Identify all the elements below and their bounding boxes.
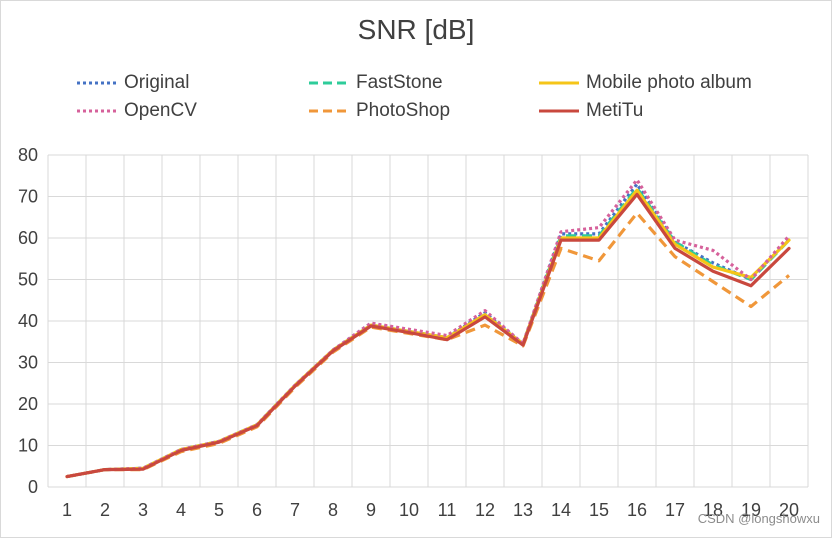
series-line-opencv — [66, 178, 791, 479]
watermark: CSDN @longshowxu — [697, 511, 820, 526]
y-tick-label: 20 — [18, 394, 38, 414]
legend-item-original: Original — [76, 71, 189, 95]
x-tick-label: 14 — [551, 500, 571, 520]
x-tick-label: 19 — [741, 500, 761, 520]
y-tick-label: 80 — [18, 145, 38, 165]
x-tick-label: 15 — [589, 500, 609, 520]
legend-swatch-opencv — [77, 109, 117, 113]
x-tick-label: 12 — [475, 500, 495, 520]
legend-label-original: Original — [124, 72, 190, 93]
series-line-metitu — [65, 192, 791, 479]
legend-swatch-faststone — [309, 81, 349, 85]
chart-title: SNR [dB] — [357, 14, 475, 45]
x-tick-label: 6 — [252, 500, 262, 520]
x-tick-label: 9 — [366, 500, 376, 520]
x-tick-label: 20 — [779, 500, 799, 520]
y-tick-label: 60 — [18, 228, 38, 248]
legend-label-faststone: FastStone — [356, 72, 443, 93]
y-tick-label: 30 — [18, 353, 38, 373]
legend-swatch-photoshop — [309, 109, 349, 113]
y-tick-label: 10 — [18, 436, 38, 456]
x-tick-label: 18 — [703, 500, 723, 520]
y-tick-label: 70 — [18, 187, 38, 207]
legend-item-metitu: MetiTu — [538, 99, 643, 123]
x-tick-label: 10 — [399, 500, 419, 520]
legend-swatch-mobile-photo-album — [539, 81, 579, 85]
series-lines — [65, 178, 791, 479]
y-tick-label: 0 — [28, 477, 38, 497]
x-tick-label: 8 — [328, 500, 338, 520]
x-tick-label: 5 — [214, 500, 224, 520]
legend-label-metitu: MetiTu — [586, 100, 644, 121]
x-tick-label: 11 — [438, 500, 457, 520]
x-tick-label: 4 — [176, 500, 186, 520]
legend-swatch-metitu — [539, 109, 579, 113]
x-tick-label: 3 — [138, 500, 148, 520]
legend-label-mobile-photo-album: Mobile photo album — [586, 72, 752, 93]
legend-item-mobile-photo-album: Mobile photo album — [538, 71, 752, 95]
y-tick-label: 50 — [18, 270, 38, 290]
legend-label-photoshop: PhotoShop — [356, 100, 451, 121]
legend-item-faststone: FastStone — [308, 71, 443, 95]
y-tick-label: 40 — [18, 311, 38, 331]
gridlines — [47, 154, 809, 488]
x-tick-label: 1 — [62, 500, 72, 520]
x-tick-label: 2 — [100, 500, 110, 520]
x-tick-label: 13 — [513, 500, 533, 520]
x-tick-label: 16 — [627, 500, 647, 520]
legend-swatch-original — [77, 81, 117, 85]
x-tick-label: 7 — [290, 500, 300, 520]
legend-item-opencv: OpenCV — [76, 99, 197, 123]
legend-label-opencv: OpenCV — [124, 100, 197, 121]
x-tick-label: 17 — [665, 500, 685, 520]
legend-item-photoshop: PhotoShop — [308, 99, 450, 123]
